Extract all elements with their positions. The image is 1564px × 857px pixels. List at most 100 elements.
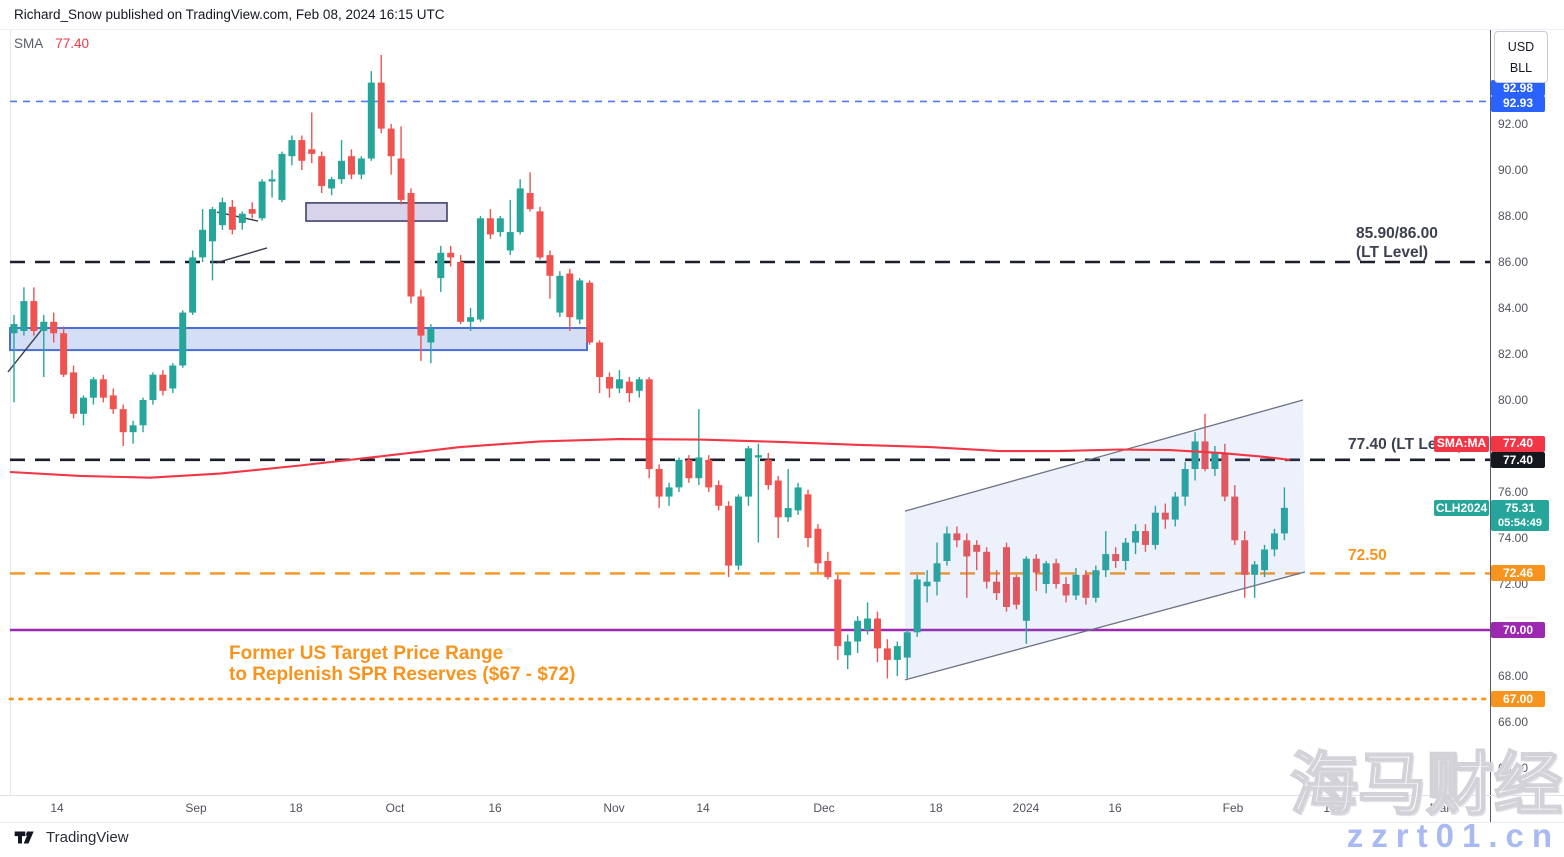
candle-body [387,128,395,157]
candle-body [1171,496,1179,520]
candle-body [1181,469,1189,497]
candle-body [1072,574,1080,596]
price-badge-last-7531-value: 75.31 [1504,501,1536,515]
candle-body [834,579,842,647]
candle-body [566,273,574,318]
candle-body [665,487,673,497]
time-tick-label: Nov [603,801,625,815]
candle-body [318,156,326,187]
candle-body [40,321,48,331]
sma-name-badge-value: SMA:MA [1436,436,1487,450]
unit-label[interactable]: BLL [1509,60,1533,75]
candle-body [467,317,475,322]
tradingview-footer[interactable]: TradingView [14,829,129,846]
header-divider [0,29,1564,30]
candle-body [20,301,28,331]
candle-body [705,459,713,488]
candle-body [417,296,425,336]
axis-unit-selector[interactable]: USD BLL [1494,31,1548,83]
candle-body [357,158,365,175]
candle-body [109,395,117,410]
watermark-site: zzrt01.cn [1346,817,1560,854]
candle-body [1241,540,1249,575]
candle-body [238,213,246,223]
candle-body [1132,531,1140,543]
price-tick-label: 66.00 [1498,715,1529,729]
candle-body [437,252,445,279]
candle-body [725,505,733,566]
candle-body [209,209,216,242]
price-badge-sma-7740-value: 77.40 [1502,436,1534,450]
candle-body [1261,549,1269,571]
candles [10,55,1288,679]
candle-body [1270,533,1278,550]
candle-body [873,618,881,649]
candle-body [1221,452,1229,497]
candle-body [635,379,643,391]
price-tick-label: 88.00 [1498,209,1529,223]
candle-body [963,540,971,557]
candle-body [645,379,653,469]
time-tick-label: 2024 [1012,801,1040,815]
price-badge-7246-value: 72.46 [1502,565,1534,580]
candle-body [79,397,87,414]
price-badge-level-7740-value: 77.40 [1502,452,1534,467]
candle-body [735,496,743,566]
candle-body [10,324,18,334]
candle-body [1191,441,1199,469]
indicator-legend[interactable]: SMA 77.40 [14,36,89,51]
candle-body [1082,574,1090,598]
candle-body [486,218,494,235]
candle-body [119,409,127,433]
annotation-spr-target-range: Former US Target Price Range to Replenis… [229,643,576,685]
tradingview-brand-text: TradingView [46,829,129,846]
footer-divider [0,822,1564,823]
candle-body [258,181,266,219]
annotation-lt-level-86: 85.90/86.00 (LT Level) [1356,225,1438,261]
candle-body [248,209,256,214]
candle-body [1092,570,1100,598]
candle-body [923,581,931,587]
candle-body [70,372,78,414]
price-badge-6700: 67.00 [1491,691,1545,707]
price-badge-7246: 72.46 [1491,565,1545,581]
candle-body [377,82,385,129]
candle-body [1003,547,1010,607]
currency-label[interactable]: USD [1507,39,1535,54]
pennant-lower-line [215,247,268,264]
candle-body [89,379,97,398]
candle-body [1012,577,1020,605]
candle-body [556,275,564,313]
price-badge-last-7531: 75.31 05:54:49 [1491,500,1549,531]
candle-body [476,218,484,320]
price-tick-label: 68.00 [1498,669,1529,683]
time-tick-label: 16 [1108,801,1122,815]
candle-body [526,193,534,210]
candle-body [1231,496,1239,541]
price-badge-6700-value: 67.00 [1502,691,1534,706]
price-badge-sma-7740: 77.40 [1491,435,1545,452]
candle-body [695,457,703,479]
candle-body [308,149,316,154]
candle-body [30,301,38,331]
candle-body [1062,584,1070,596]
candle-body [228,206,236,230]
price-badge-7000-value: 70.00 [1502,622,1534,637]
candle-body [864,618,872,630]
symbol-name-badge: CLH2024 [1434,500,1489,516]
support-zone-blue [9,327,588,352]
candle-body [1022,558,1030,621]
candle-body [1151,512,1159,545]
time-tick-label: 18 [929,801,943,815]
candle-body [675,459,683,488]
candle-body [903,632,911,658]
ascending-channel-fill [905,400,1305,680]
candle-body [814,528,822,564]
resistance-zone-purple [305,202,448,222]
candle-body [546,255,554,276]
indicator-value: 77.40 [55,36,90,51]
price-badge-7000: 70.00 [1491,622,1545,638]
symbol-name-badge-value: CLH2024 [1435,500,1488,515]
candle-body [844,641,852,656]
